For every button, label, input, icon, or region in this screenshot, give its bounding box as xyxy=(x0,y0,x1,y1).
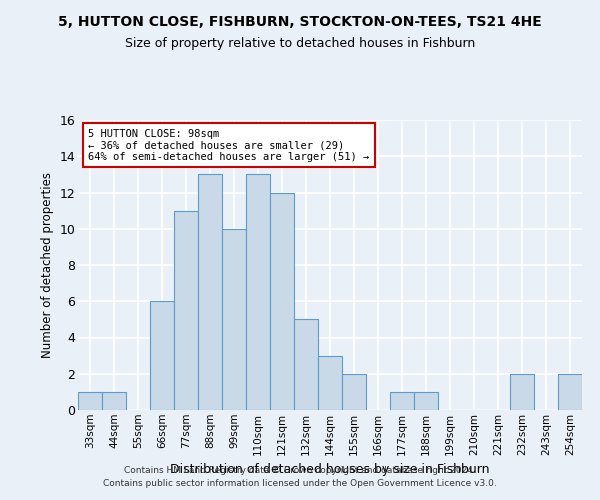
Bar xyxy=(510,374,534,410)
Y-axis label: Number of detached properties: Number of detached properties xyxy=(41,172,54,358)
Bar xyxy=(150,301,174,410)
Bar xyxy=(558,374,582,410)
Bar xyxy=(102,392,126,410)
Bar xyxy=(246,174,270,410)
X-axis label: Distribution of detached houses by size in Fishburn: Distribution of detached houses by size … xyxy=(170,463,490,476)
Bar xyxy=(318,356,342,410)
Text: 5 HUTTON CLOSE: 98sqm
← 36% of detached houses are smaller (29)
64% of semi-deta: 5 HUTTON CLOSE: 98sqm ← 36% of detached … xyxy=(88,128,370,162)
Bar xyxy=(198,174,222,410)
Bar xyxy=(414,392,438,410)
Bar xyxy=(222,229,246,410)
Text: 5, HUTTON CLOSE, FISHBURN, STOCKTON-ON-TEES, TS21 4HE: 5, HUTTON CLOSE, FISHBURN, STOCKTON-ON-T… xyxy=(58,15,542,29)
Bar xyxy=(174,210,198,410)
Bar xyxy=(270,192,294,410)
Bar xyxy=(342,374,366,410)
Bar xyxy=(294,320,318,410)
Bar xyxy=(390,392,414,410)
Bar xyxy=(78,392,102,410)
Text: Size of property relative to detached houses in Fishburn: Size of property relative to detached ho… xyxy=(125,38,475,51)
Text: Contains HM Land Registry data © Crown copyright and database right 2024.
Contai: Contains HM Land Registry data © Crown c… xyxy=(103,466,497,487)
